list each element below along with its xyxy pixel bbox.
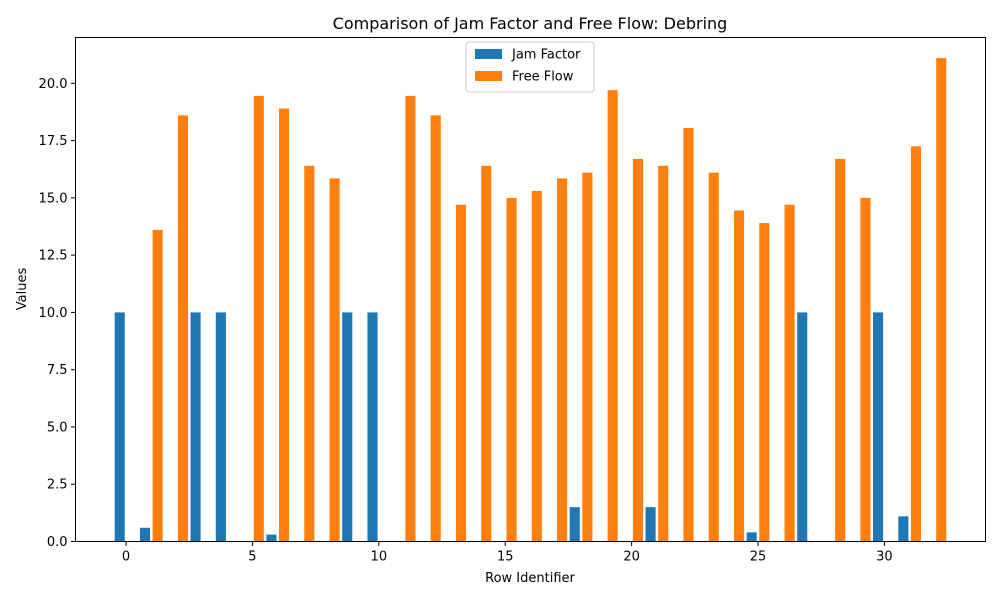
- y-tick-label-6: 15.0: [39, 191, 68, 206]
- y-tick-label-8: 20.0: [39, 77, 68, 92]
- y-tick-label-2: 5.0: [47, 420, 68, 435]
- bar-free-flow-3: [278, 108, 290, 542]
- x-axis-label: Row Identifier: [485, 571, 575, 586]
- x-tick-label-3: 15: [497, 550, 514, 565]
- bar-free-flow-11: [531, 190, 542, 542]
- y-tick-label-1: 2.5: [47, 478, 68, 493]
- bar-jam-factor-11: [873, 312, 884, 542]
- bar-free-flow-22: [835, 158, 846, 542]
- bar-free-flow-15: [632, 158, 643, 542]
- x-tick-label-0: 0: [122, 550, 130, 565]
- bar-free-flow-20: [759, 223, 770, 542]
- bar-free-flow-4: [304, 165, 315, 542]
- bar-jam-factor-5: [342, 312, 353, 542]
- chart-title: Comparison of Jam Factor and Free Flow: …: [333, 14, 728, 33]
- x-tick-label-2: 10: [371, 550, 388, 565]
- bar-free-flow-16: [658, 165, 669, 542]
- bar-jam-factor-12: [898, 516, 909, 542]
- bar-free-flow-12: [557, 178, 568, 542]
- bar-free-flow-1: [177, 115, 188, 542]
- legend-label-free-flow: Free Flow: [512, 70, 574, 85]
- legend-label-jam-factor: Jam Factor: [511, 48, 581, 63]
- bar-free-flow-8: [455, 204, 467, 542]
- y-tick-label-7: 17.5: [39, 134, 68, 149]
- legend-swatch-jam-factor: [475, 49, 502, 59]
- bar-free-flow-21: [784, 204, 795, 542]
- y-tick-label-3: 7.5: [47, 363, 68, 378]
- bar-jam-factor-0: [114, 312, 125, 542]
- bar-free-flow-25: [936, 58, 947, 542]
- bar-jam-factor-9: [746, 532, 757, 542]
- bar-free-flow-2: [253, 95, 264, 542]
- bar-free-flow-14: [607, 90, 618, 542]
- bar-free-flow-24: [910, 146, 922, 542]
- bar-free-flow-9: [481, 165, 492, 542]
- bar-free-flow-6: [405, 95, 416, 542]
- bar-free-flow-10: [506, 197, 517, 542]
- bar-free-flow-0: [152, 229, 163, 542]
- bar-jam-factor-8: [645, 507, 656, 542]
- bar-jam-factor-3: [215, 312, 226, 542]
- y-axis-label: Values: [15, 268, 30, 311]
- y-tick-label-5: 12.5: [39, 249, 68, 264]
- x-tick-label-6: 30: [876, 550, 893, 565]
- legend: Jam Factor Free Flow: [465, 41, 595, 93]
- bar-free-flow-17: [683, 127, 694, 542]
- legend-swatch-free-flow: [475, 71, 502, 81]
- bar-free-flow-18: [708, 172, 719, 542]
- x-tick-label-4: 20: [623, 550, 640, 565]
- x-tick-label-1: 5: [248, 550, 256, 565]
- bar-free-flow-13: [582, 172, 593, 542]
- bar-jam-factor-2: [190, 312, 201, 542]
- bar-jam-factor-6: [367, 312, 378, 542]
- y-tick-label-0: 0.0: [47, 535, 68, 550]
- bar-free-flow-7: [430, 115, 441, 542]
- y-tick-label-4: 10.0: [39, 306, 68, 321]
- x-axis: 0 5 10 15 20 25 30: [122, 541, 893, 565]
- x-tick-label-5: 25: [750, 550, 767, 565]
- bar-free-flow-19: [733, 210, 745, 542]
- bar-jam-factor-10: [797, 312, 808, 542]
- bar-jam-factor-1: [139, 527, 151, 542]
- y-axis: 0.0 2.5 5.0 7.5 10.0 12.5 15.0 17.5 20.0: [39, 77, 76, 550]
- bars-layer: [114, 58, 947, 542]
- plot-frame: [75, 37, 986, 542]
- bar-jam-factor-4: [266, 534, 277, 542]
- bar-jam-factor-7: [569, 507, 580, 542]
- bar-free-flow-23: [860, 197, 871, 542]
- bar-free-flow-5: [329, 178, 340, 542]
